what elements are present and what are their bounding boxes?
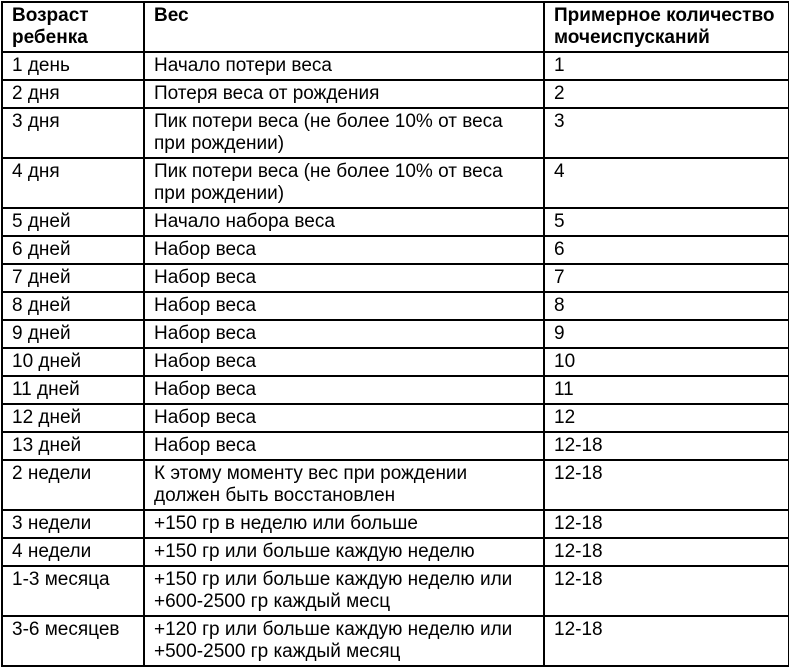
cell-urination: 4 [543, 157, 789, 209]
cell-age: 5 дней [1, 207, 145, 237]
cell-age: 13 дней [1, 431, 145, 461]
cell-urination: 12-18 [543, 431, 789, 461]
cell-urination: 5 [543, 207, 789, 237]
cell-urination: 12-18 [543, 615, 789, 667]
table-row: 1-3 месяца +150 гр или больше каждую нед… [1, 565, 789, 617]
cell-age: 12 дней [1, 403, 145, 433]
header-row: Возраст ребенка Вес Примерное количество… [1, 1, 789, 53]
table-row: 5 дней Начало набора веса 5 [1, 207, 789, 237]
cell-urination: 3 [543, 107, 789, 159]
header-age: Возраст ребенка [1, 1, 145, 53]
cell-urination: 12-18 [543, 537, 789, 567]
cell-age: 1-3 месяца [1, 565, 145, 617]
cell-weight: Набор веса [143, 319, 545, 349]
cell-urination: 10 [543, 347, 789, 377]
table-row: 3-6 месяцев +120 гр или больше каждую не… [1, 615, 789, 667]
table-row: 6 дней Набор веса 6 [1, 235, 789, 265]
cell-weight: +150 гр или больше каждую неделю [143, 537, 545, 567]
table-row: 4 недели +150 гр или больше каждую недел… [1, 537, 789, 567]
cell-age: 4 дня [1, 157, 145, 209]
table-row: 10 дней Набор веса 10 [1, 347, 789, 377]
cell-weight: +120 гр или больше каждую неделю или +50… [143, 615, 545, 667]
table-row: 4 дня Пик потери веса (не более 10% от в… [1, 157, 789, 209]
cell-weight: +150 гр или больше каждую неделю или +60… [143, 565, 545, 617]
cell-weight: Набор веса [143, 403, 545, 433]
cell-urination: 11 [543, 375, 789, 405]
cell-weight: Набор веса [143, 347, 545, 377]
cell-weight: +150 гр в неделю или больше [143, 509, 545, 539]
cell-urination: 12-18 [543, 459, 789, 511]
cell-age: 2 недели [1, 459, 145, 511]
table-row: 13 дней Набор веса 12-18 [1, 431, 789, 461]
table-row: 2 дня Потеря веса от рождения 2 [1, 79, 789, 109]
cell-urination: 12 [543, 403, 789, 433]
cell-urination: 2 [543, 79, 789, 109]
cell-weight: Потеря веса от рождения [143, 79, 545, 109]
table-row: 11 дней Набор веса 11 [1, 375, 789, 405]
table-row: 12 дней Набор веса 12 [1, 403, 789, 433]
cell-urination: 12-18 [543, 509, 789, 539]
cell-urination: 9 [543, 319, 789, 349]
cell-weight: Набор веса [143, 375, 545, 405]
cell-weight: К этому моменту вес при рождении должен … [143, 459, 545, 511]
table-row: 9 дней Набор веса 9 [1, 319, 789, 349]
cell-weight: Набор веса [143, 291, 545, 321]
cell-age: 10 дней [1, 347, 145, 377]
cell-weight: Пик потери веса (не более 10% от веса пр… [143, 107, 545, 159]
cell-age: 6 дней [1, 235, 145, 265]
cell-age: 4 недели [1, 537, 145, 567]
table-body: 1 день Начало потери веса 1 2 дня Потеря… [1, 51, 789, 667]
cell-urination: 1 [543, 51, 789, 81]
cell-age: 2 дня [1, 79, 145, 109]
cell-age: 8 дней [1, 291, 145, 321]
cell-age: 1 день [1, 51, 145, 81]
cell-age: 11 дней [1, 375, 145, 405]
cell-weight: Набор веса [143, 235, 545, 265]
table-row: 8 дней Набор веса 8 [1, 291, 789, 321]
cell-age: 9 дней [1, 319, 145, 349]
cell-weight: Пик потери веса (не более 10% от веса пр… [143, 157, 545, 209]
table-row: 1 день Начало потери веса 1 [1, 51, 789, 81]
cell-age: 3-6 месяцев [1, 615, 145, 667]
table-row: 3 дня Пик потери веса (не более 10% от в… [1, 107, 789, 159]
cell-weight: Набор веса [143, 431, 545, 461]
cell-age: 3 недели [1, 509, 145, 539]
table-row: 2 недели К этому моменту вес при рождени… [1, 459, 789, 511]
cell-urination: 8 [543, 291, 789, 321]
table-row: 7 дней Набор веса 7 [1, 263, 789, 293]
header-weight: Вес [143, 1, 545, 53]
cell-urination: 6 [543, 235, 789, 265]
table-row: 3 недели +150 гр в неделю или больше 12-… [1, 509, 789, 539]
cell-age: 3 дня [1, 107, 145, 159]
cell-age: 7 дней [1, 263, 145, 293]
cell-urination: 7 [543, 263, 789, 293]
cell-urination: 12-18 [543, 565, 789, 617]
cell-weight: Набор веса [143, 263, 545, 293]
header-urination-count: Примерное количество мочеиспусканий [543, 1, 789, 53]
cell-weight: Начало набора веса [143, 207, 545, 237]
cell-weight: Начало потери веса [143, 51, 545, 81]
